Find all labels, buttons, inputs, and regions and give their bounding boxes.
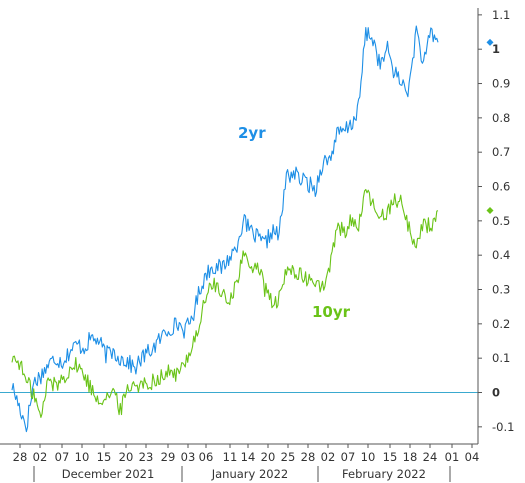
- x-tick-label: 14: [241, 450, 256, 464]
- x-tick-label: 10: [361, 450, 376, 464]
- y-tick-label: 0.5: [492, 214, 510, 228]
- x-tick-label: 02: [321, 450, 336, 464]
- y-tick-label: 0.3: [492, 283, 510, 297]
- y-tick-label: 0.1: [492, 351, 510, 365]
- x-tick-label: 28: [13, 450, 28, 464]
- x-tick-label: 07: [55, 450, 70, 464]
- x-tick-label: 29: [161, 450, 176, 464]
- y-tick-label: 0: [492, 386, 500, 400]
- x-tick-label: 15: [383, 450, 398, 464]
- y-tick-label: 1: [492, 42, 500, 56]
- y-tick-label: 0.4: [492, 248, 510, 262]
- y-tick-label: 0.2: [492, 317, 510, 331]
- last-value-markers: [486, 38, 494, 215]
- x-tick-label: 20: [119, 450, 134, 464]
- y-tick-label: 0.8: [492, 111, 510, 125]
- x-axis: 28 02 07 10 15 20 23 29 03 06 11 14 20 25 28 02 07 10 15 18…: [0, 443, 480, 482]
- series-layer: [11, 25, 439, 433]
- y-tick-label: 0.6: [492, 180, 510, 194]
- x-tick-label: 18: [403, 450, 418, 464]
- last-value-marker-2yr: [486, 38, 494, 46]
- x-tick-label: 10: [75, 450, 90, 464]
- x-tick-label: 03: [181, 450, 196, 464]
- series-line-2yr: [11, 25, 439, 433]
- x-tick-label: 11: [223, 450, 238, 464]
- x-tick-label: 02: [33, 450, 48, 464]
- last-value-marker-10yr: [486, 207, 494, 215]
- x-tick-label: 15: [97, 450, 112, 464]
- x-tick-label: 20: [261, 450, 276, 464]
- x-tick-label: 28: [301, 450, 316, 464]
- month-label: December 2021: [62, 467, 155, 481]
- x-tick-label: 24: [423, 450, 438, 464]
- month-label: January 2022: [211, 467, 289, 481]
- x-tick-label: 25: [281, 450, 296, 464]
- y-tick-label: 1.1: [492, 8, 510, 22]
- series-label-2yr: 2yr: [238, 124, 266, 142]
- y-tick-label: -0.1: [492, 420, 514, 434]
- series-labels: 2yr 10yr: [238, 124, 351, 321]
- y-tick-label: 0.9: [492, 77, 510, 91]
- y-axis: -0.1 0 0.1 0.2 0.3 0.4 0.5 0.6 0.7 0.8 0.9 1 1.1: [477, 8, 514, 444]
- x-tick-label: 01: [445, 450, 460, 464]
- x-tick-label: 23: [139, 450, 154, 464]
- x-tick-label: 07: [341, 450, 356, 464]
- x-tick-label: 06: [199, 450, 214, 464]
- y-tick-label: 0.7: [492, 145, 510, 159]
- month-label: February 2022: [342, 467, 426, 481]
- series-label-10yr: 10yr: [312, 303, 351, 321]
- x-tick-label: 04: [465, 450, 480, 464]
- series-line-10yr: [11, 188, 439, 418]
